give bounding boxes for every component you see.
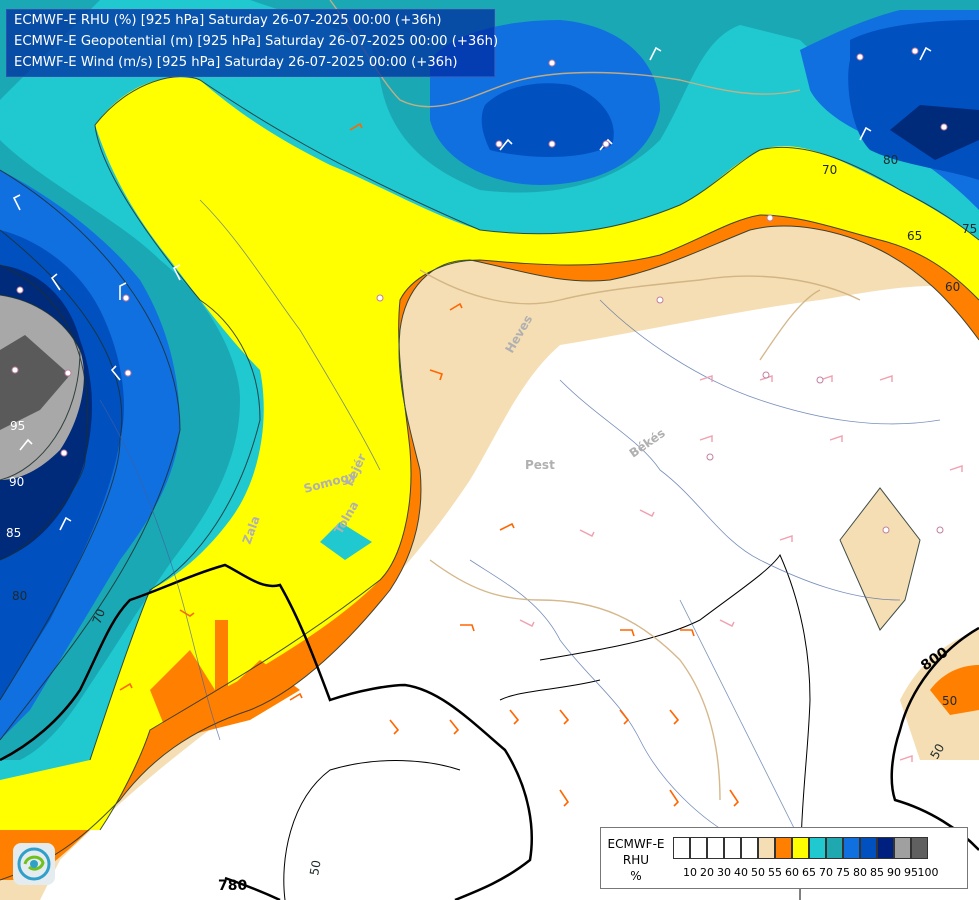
map-title-box: ECMWF-E RHU (%) [925 hPa] Saturday 26-07… — [6, 9, 499, 77]
geopotential-label-780: 780 — [218, 878, 247, 894]
rhu-patch-55-east — [840, 488, 920, 630]
legend-title-model: ECMWF-E — [607, 837, 665, 851]
contour-label: 80 — [883, 153, 898, 167]
contour-label: 85 — [6, 526, 21, 540]
legend-tick-label: 75 — [836, 866, 850, 879]
legend-color-cell — [741, 837, 758, 859]
legend-tick-label: 20 — [700, 866, 714, 879]
legend-color-cell — [877, 837, 894, 859]
legend-color-cell — [724, 837, 741, 859]
legend-color-cell — [894, 837, 911, 859]
legend-tick-label: 70 — [819, 866, 833, 879]
contour-label: 70 — [822, 163, 837, 177]
legend-tick-label: 40 — [734, 866, 748, 879]
meteo-logo-icon — [13, 843, 55, 885]
legend-tick-label: 65 — [802, 866, 816, 879]
legend-tick-label: 55 — [768, 866, 782, 879]
legend-tick-label: 10 — [683, 866, 697, 879]
legend-tick-label: 85 — [870, 866, 884, 879]
contour-label: 50 — [927, 741, 947, 761]
contour-label: 95 — [10, 419, 25, 433]
region-label-pest: Pest — [525, 458, 555, 472]
contour-label: 50 — [307, 859, 323, 876]
legend-color-cell — [843, 837, 860, 859]
legend-title-unit: % — [630, 869, 642, 883]
legend-tick-label: 60 — [785, 866, 799, 879]
rhu-band-65 — [0, 0, 979, 830]
rhu-patch-60-se — [930, 665, 979, 715]
legend-color-cell — [792, 837, 809, 859]
legend-color-cell — [707, 837, 724, 859]
legend-tick-label: 80 — [853, 866, 867, 879]
contour-label: 70 — [90, 607, 108, 626]
legend-color-cell — [860, 837, 877, 859]
rhu-band-85-n — [481, 83, 614, 157]
contour-label: 50 — [942, 694, 957, 708]
rhu-band-100 — [0, 335, 70, 430]
title-geopotential: ECMWF-E Geopotential (m) [925 hPa] Satur… — [14, 34, 499, 49]
contour-label: 60 — [945, 280, 960, 294]
legend-title-variable: RHU — [622, 853, 650, 867]
color-legend: ECMWF-E RHU % 10 20 30 40 50 55 60 65 70 75 80 85 90… — [600, 827, 968, 889]
legend-color-cell — [673, 837, 690, 859]
legend-color-cell — [826, 837, 843, 859]
legend-color-cell — [690, 837, 707, 859]
legend-tick-label: 100 — [917, 866, 939, 879]
title-rhu: ECMWF-E RHU (%) [925 hPa] Saturday 26-07… — [14, 13, 442, 28]
legend-tick-label: 50 — [751, 866, 765, 879]
legend-tick-label: 30 — [717, 866, 731, 879]
contour-label: 80 — [12, 589, 27, 603]
rhu-patch-60-sw — [150, 620, 300, 740]
legend-color-cell — [911, 837, 928, 859]
legend-tick-label: 90 — [887, 866, 901, 879]
legend-color-cell — [775, 837, 792, 859]
legend-color-cell — [758, 837, 775, 859]
contour-label: 65 — [907, 229, 922, 243]
contour-label: 75 — [962, 222, 977, 236]
title-wind: ECMWF-E Wind (m/s) [925 hPa] Saturday 26… — [14, 55, 458, 70]
rhu-patch-70-center — [320, 522, 372, 560]
legend-tick-label: 95 — [904, 866, 918, 879]
legend-color-cell — [809, 837, 826, 859]
rhu-band-90-ne — [890, 105, 979, 160]
contour-label: 90 — [9, 475, 24, 489]
